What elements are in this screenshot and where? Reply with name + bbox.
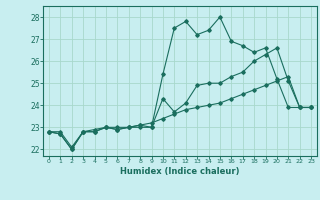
X-axis label: Humidex (Indice chaleur): Humidex (Indice chaleur): [120, 167, 240, 176]
